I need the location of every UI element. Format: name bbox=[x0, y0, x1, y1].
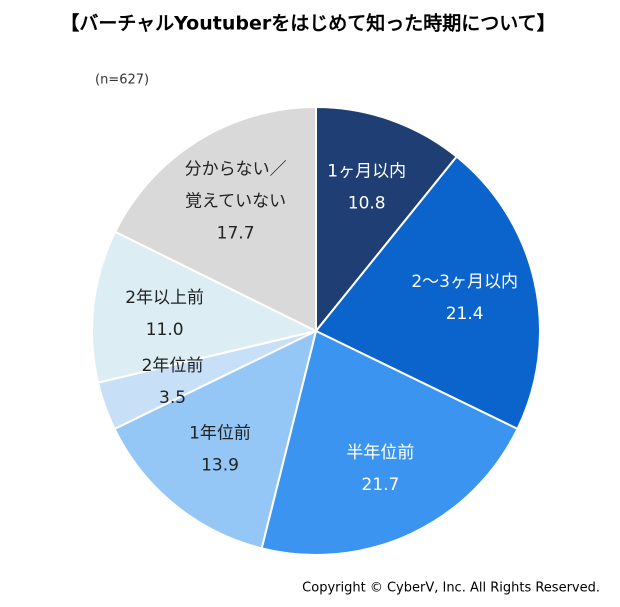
slice-label: 1ヶ月以内 bbox=[327, 161, 406, 181]
footer: Copyright © CyberV, Inc. All Rights Rese… bbox=[302, 581, 600, 596]
slice-label-line: 1ヶ月以内 bbox=[327, 161, 406, 181]
slice-label: 半年位前 bbox=[346, 443, 414, 463]
value-label: 17.7 bbox=[217, 224, 255, 244]
slice-label-line: 2年以上前 bbox=[125, 288, 204, 308]
value-label: 10.8 bbox=[348, 193, 386, 213]
value-label: 13.9 bbox=[201, 455, 239, 475]
value-label: 11.0 bbox=[146, 320, 184, 340]
pie-slice bbox=[314, 155, 541, 431]
slice-label: 1年位前 bbox=[189, 423, 251, 443]
slice-label-line: 2年位前 bbox=[142, 356, 204, 376]
slice-label: 2～3ヶ月以内 bbox=[411, 272, 518, 292]
value-label: 21.7 bbox=[361, 475, 399, 495]
slice-label-line: 1年位前 bbox=[189, 423, 251, 443]
value-label: 3.5 bbox=[159, 388, 186, 408]
slice-label-line: 半年位前 bbox=[346, 443, 414, 463]
pie-slice bbox=[315, 105, 459, 334]
pie-slice bbox=[113, 105, 317, 333]
slice-label: 2年位前 bbox=[142, 356, 204, 376]
chart-subtitle: (n=627) bbox=[95, 73, 149, 88]
slice-label: 2年以上前 bbox=[125, 288, 204, 308]
value-label: 21.4 bbox=[446, 304, 484, 324]
slice-label-line: 覚えていない bbox=[185, 192, 286, 212]
chart-title: 【バーチャルYoutuberをはじめて知った時期について】 bbox=[60, 12, 555, 35]
pie-slice bbox=[260, 329, 519, 556]
slice-label-line: 2～3ヶ月以内 bbox=[411, 272, 518, 292]
slice-label-line: 分からない／ bbox=[185, 160, 287, 180]
pie-slice bbox=[91, 230, 319, 384]
pie-slice bbox=[113, 329, 318, 550]
slice-label: 分からない／ 覚えていない bbox=[185, 160, 287, 212]
